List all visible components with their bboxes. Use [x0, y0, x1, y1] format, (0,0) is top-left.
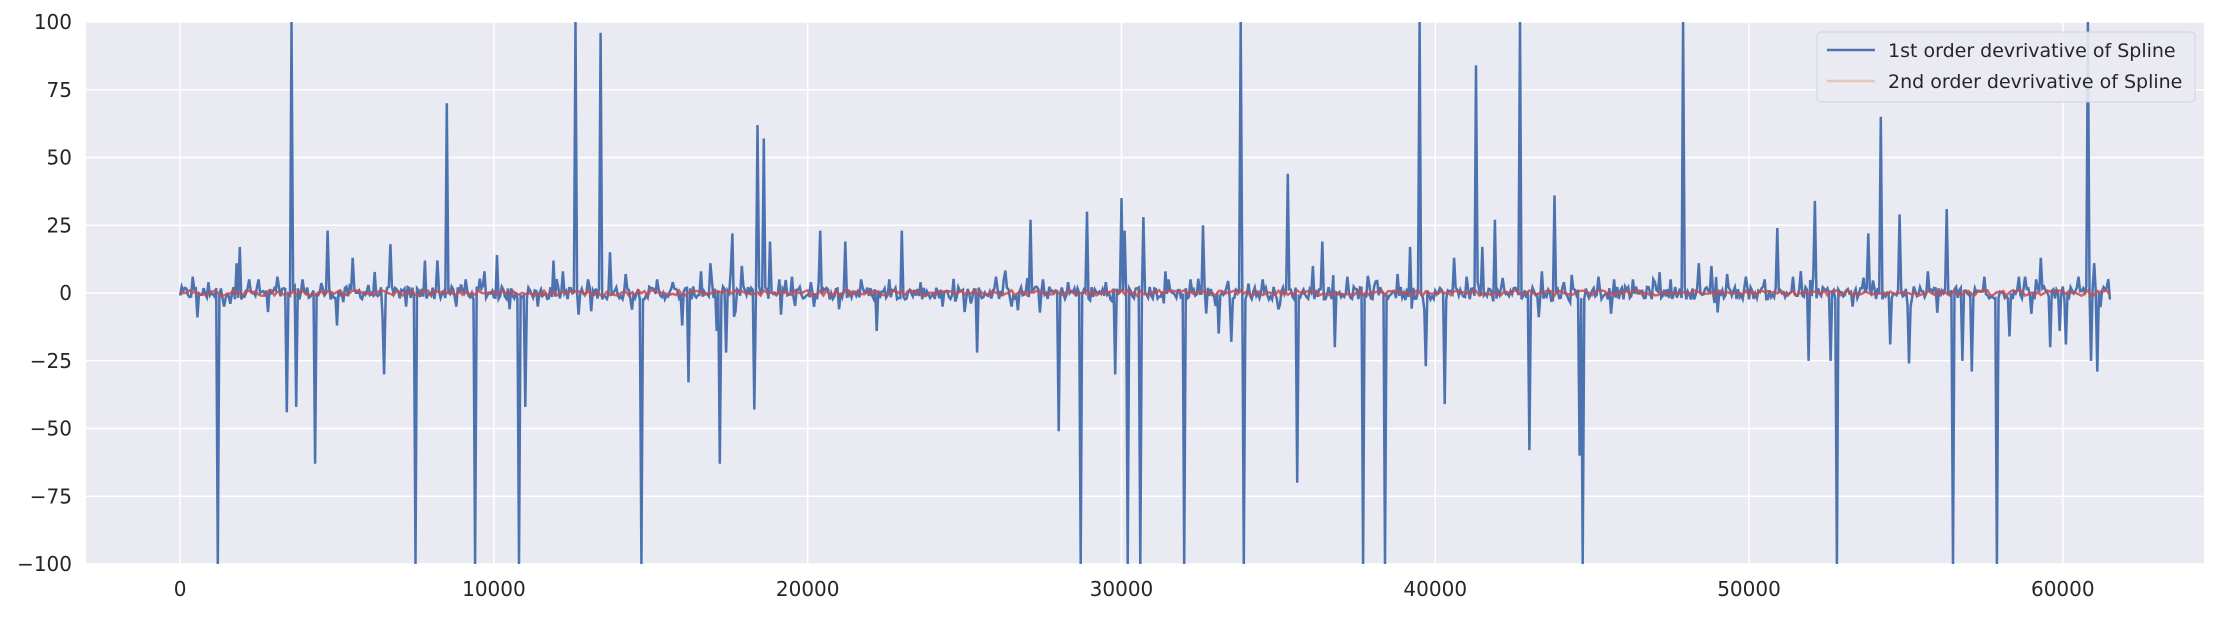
y-tick-label: 100	[34, 10, 72, 34]
plot-area	[178, 22, 2112, 564]
y-axis: −100 −75 −50 −25 0 25 50 75 100	[17, 10, 72, 576]
y-tick-label: −100	[17, 552, 72, 576]
x-tick-label: 30000	[1090, 577, 1154, 601]
y-tick-label: 0	[59, 281, 72, 305]
y-tick-label: 50	[47, 146, 72, 170]
grid	[86, 21, 2204, 565]
x-tick-label: 50000	[1717, 577, 1781, 601]
y-tick-label: −50	[30, 417, 72, 441]
x-tick-label: 40000	[1403, 577, 1467, 601]
y-tick-label: 25	[47, 213, 72, 237]
y-tick-label: 75	[47, 78, 72, 102]
x-tick-label: 0	[174, 577, 187, 601]
x-tick-label: 60000	[2031, 577, 2095, 601]
x-tick-label: 20000	[776, 577, 840, 601]
x-tick-label: 10000	[462, 577, 526, 601]
legend-label-series-2: 2nd order devrivative of Spline	[1888, 71, 2182, 93]
y-tick-label: −75	[30, 484, 72, 508]
y-tick-label: −25	[30, 349, 72, 373]
legend-label-series-1: 1st order devrivative of Spline	[1888, 40, 2176, 62]
legend-box	[1816, 31, 2196, 103]
legend: 1st order devrivative of Spline 2nd orde…	[1816, 31, 2196, 103]
x-axis: 0 10000 20000 30000 40000 50000 60000	[174, 577, 2095, 601]
series-line-2nd-derivative	[179, 288, 2111, 298]
